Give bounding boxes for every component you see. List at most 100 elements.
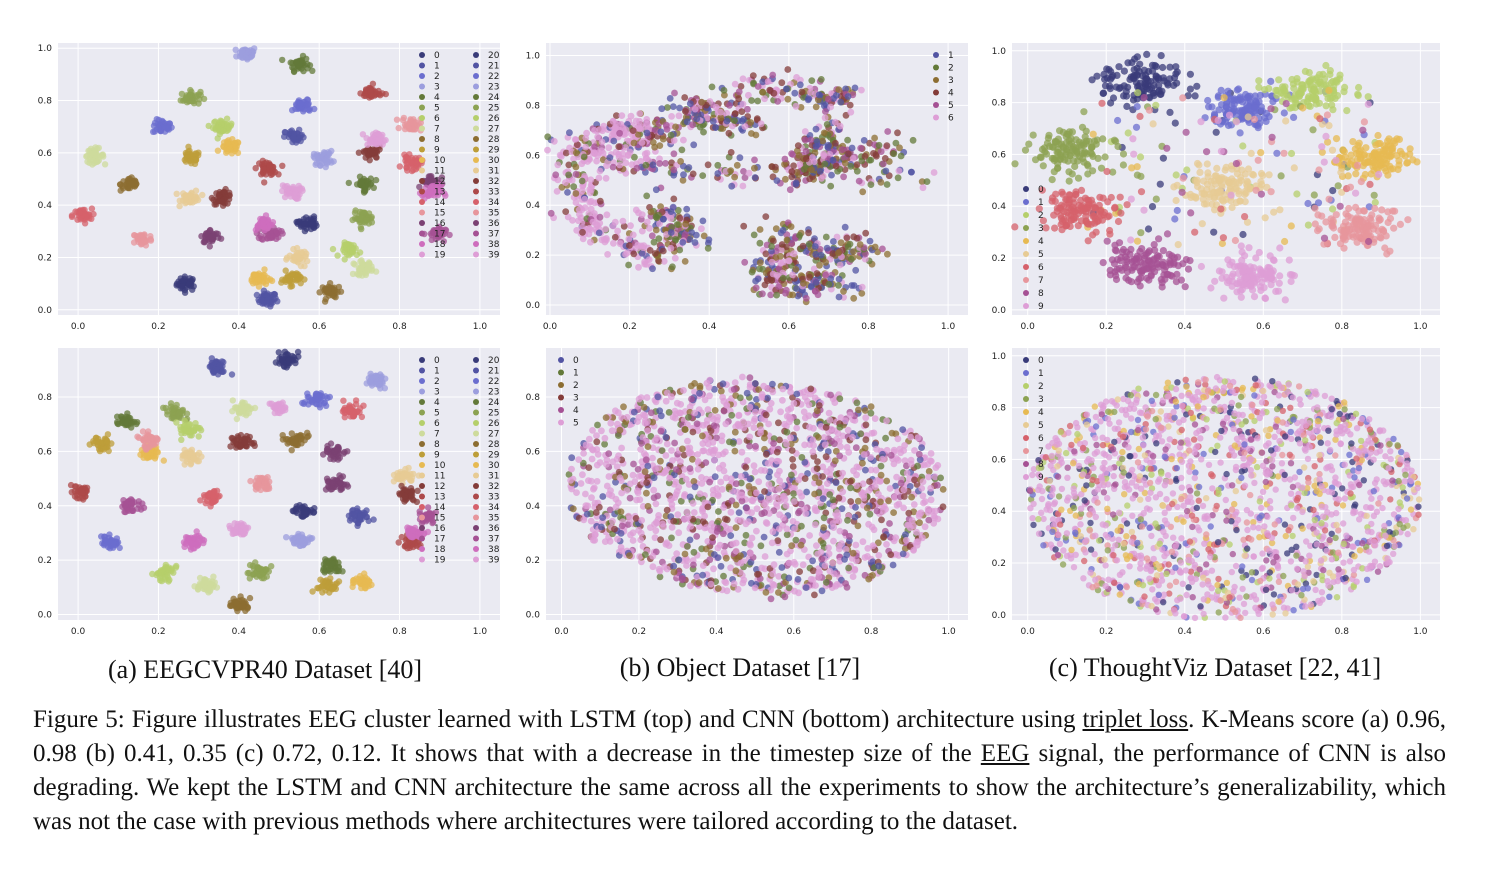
data-point bbox=[582, 134, 590, 142]
data-point bbox=[356, 265, 364, 273]
data-point bbox=[1123, 102, 1131, 110]
data-point bbox=[1247, 149, 1255, 157]
legend-marker bbox=[473, 241, 479, 247]
data-point bbox=[1384, 137, 1392, 145]
data-point bbox=[1109, 94, 1118, 102]
data-point bbox=[842, 85, 849, 93]
data-point bbox=[1234, 262, 1242, 270]
data-point bbox=[1029, 131, 1037, 139]
legend-label: 5 bbox=[1038, 250, 1044, 260]
y-tick-label: 0.0 bbox=[992, 306, 1007, 316]
data-point bbox=[830, 238, 837, 245]
data-point bbox=[1357, 178, 1365, 186]
legend-label: 6 bbox=[1038, 263, 1044, 273]
data-point bbox=[372, 176, 380, 184]
data-point bbox=[1218, 239, 1226, 248]
data-point bbox=[1301, 67, 1309, 75]
data-point bbox=[781, 155, 789, 163]
data-point bbox=[811, 287, 819, 295]
legend-label: 20 bbox=[488, 51, 500, 61]
data-point bbox=[613, 112, 620, 119]
data-point bbox=[764, 78, 772, 85]
data-point bbox=[1089, 231, 1097, 239]
data-point bbox=[364, 268, 371, 275]
data-point bbox=[256, 160, 263, 167]
data-point bbox=[632, 206, 640, 214]
data-point bbox=[1122, 264, 1130, 272]
legend-marker bbox=[419, 104, 425, 111]
data-point bbox=[297, 100, 305, 107]
data-point bbox=[1389, 207, 1397, 215]
data-point bbox=[1329, 187, 1337, 195]
data-point bbox=[668, 159, 675, 167]
data-point bbox=[610, 137, 618, 145]
data-point bbox=[371, 139, 378, 147]
data-point bbox=[211, 119, 218, 126]
data-point bbox=[180, 190, 187, 197]
data-point bbox=[223, 115, 231, 122]
data-point bbox=[1273, 91, 1281, 99]
data-point bbox=[381, 385, 388, 392]
data-point bbox=[1243, 273, 1251, 281]
data-point bbox=[320, 149, 328, 156]
data-point bbox=[827, 182, 835, 190]
data-point bbox=[586, 224, 593, 232]
legend-marker bbox=[473, 199, 479, 205]
data-point bbox=[853, 167, 861, 175]
data-point bbox=[860, 137, 868, 144]
data-point bbox=[1124, 129, 1132, 137]
data-point bbox=[1021, 146, 1030, 154]
data-point bbox=[1314, 227, 1322, 235]
data-point bbox=[643, 218, 651, 226]
data-point bbox=[188, 97, 196, 104]
data-point bbox=[1089, 130, 1097, 138]
data-point bbox=[1352, 203, 1360, 211]
data-point bbox=[685, 164, 693, 171]
data-point bbox=[286, 252, 294, 259]
data-point bbox=[714, 161, 722, 169]
data-point bbox=[822, 108, 829, 115]
data-point bbox=[1150, 241, 1158, 249]
legend-label: 37 bbox=[488, 230, 499, 240]
data-point bbox=[1193, 179, 1201, 187]
data-point bbox=[659, 135, 667, 143]
data-point bbox=[260, 215, 267, 223]
data-point bbox=[762, 213, 770, 221]
data-point bbox=[279, 162, 286, 169]
data-point bbox=[675, 112, 683, 120]
data-point bbox=[882, 167, 890, 175]
data-point bbox=[1094, 217, 1102, 225]
data-point bbox=[790, 250, 798, 258]
data-point bbox=[871, 134, 878, 142]
data-point bbox=[173, 401, 180, 409]
data-point bbox=[94, 145, 101, 152]
data-point bbox=[1171, 119, 1179, 127]
data-point bbox=[1395, 161, 1403, 169]
scatter-object-lstm: 0.0 0.2 0.4 0.6 0.8 1.00.00.20.40.60.81.0 1234… bbox=[526, 43, 968, 332]
data-point bbox=[1054, 145, 1062, 153]
data-point bbox=[1239, 142, 1247, 150]
data-point bbox=[1207, 284, 1215, 292]
data-point bbox=[691, 239, 699, 246]
data-point bbox=[1098, 99, 1106, 107]
data-point bbox=[1151, 61, 1159, 70]
data-point bbox=[562, 208, 570, 216]
data-point bbox=[609, 117, 617, 125]
data-point bbox=[396, 163, 403, 170]
data-point bbox=[1364, 100, 1372, 108]
data-point bbox=[1267, 188, 1275, 196]
data-point bbox=[275, 349, 282, 356]
data-point bbox=[690, 141, 698, 149]
x-tick-label: 1.0 bbox=[1413, 322, 1428, 332]
data-point bbox=[884, 250, 891, 258]
data-point bbox=[704, 161, 712, 169]
data-point bbox=[1041, 148, 1049, 156]
data-point bbox=[214, 147, 222, 154]
data-point bbox=[554, 161, 562, 169]
data-point bbox=[1196, 168, 1204, 176]
y-tick-label: 0.2 bbox=[526, 251, 540, 261]
data-point bbox=[792, 266, 800, 273]
data-point bbox=[635, 263, 642, 271]
data-point bbox=[794, 292, 802, 300]
data-point bbox=[1025, 140, 1033, 148]
